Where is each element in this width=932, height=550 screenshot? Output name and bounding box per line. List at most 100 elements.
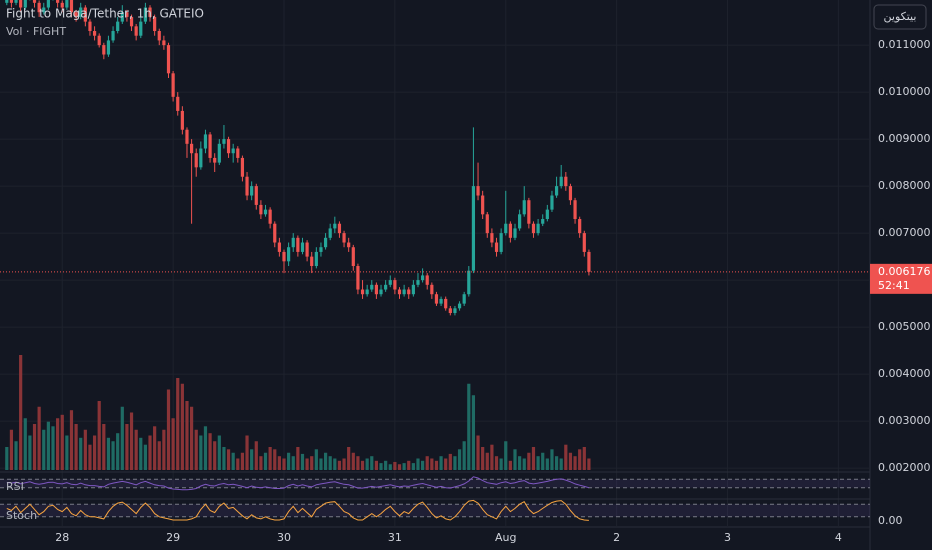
candle-body [393, 280, 397, 290]
volume-bar [513, 449, 517, 470]
volume-bar [28, 435, 32, 470]
volume-bar [23, 418, 27, 470]
volume-bar [51, 426, 55, 470]
volume-bar [518, 456, 522, 470]
button[interactable] [873, 4, 927, 30]
candle-body [323, 237, 328, 248]
volume-bar [226, 449, 231, 470]
candle-body [494, 242, 499, 252]
candle-body [56, 0, 60, 3]
volume-bar [65, 435, 69, 470]
candle-body [360, 289, 365, 295]
volume-bar [300, 453, 305, 470]
candle-body [268, 209, 272, 224]
volume-bar [448, 453, 452, 470]
candle-body [250, 186, 254, 196]
volume-bar [531, 447, 536, 470]
volume-bar [291, 456, 295, 470]
candle-body [490, 233, 494, 243]
candle-body [444, 298, 448, 309]
candle-body [425, 275, 429, 285]
candle-body [300, 242, 305, 252]
candle-body [153, 16, 157, 32]
candle-body [236, 148, 240, 158]
volume-bar [111, 441, 115, 470]
volume-bar [453, 456, 457, 470]
candle-body [462, 294, 466, 304]
candle-body [213, 157, 217, 163]
candle-body [125, 12, 129, 17]
candle-body [116, 21, 120, 32]
rsi-label: RSI [6, 480, 24, 493]
volume-bar [527, 452, 531, 470]
volume-bar [46, 421, 50, 470]
y-tick-label: 0.00 [878, 514, 903, 527]
volume-bar [550, 449, 554, 470]
volume-bar [554, 456, 559, 470]
volume-bar [559, 458, 563, 470]
volume-bar [5, 447, 9, 470]
candle-body [508, 223, 512, 238]
candle-body [310, 256, 314, 267]
y-tick-label: 0.004000 [878, 367, 931, 380]
candle-body [587, 251, 591, 272]
volume-bar [425, 456, 429, 470]
candle-body [83, 7, 87, 22]
volume-bar [203, 426, 208, 470]
candle-body [522, 200, 526, 215]
candle-body [467, 270, 471, 295]
button-label[interactable]: بیتکوین [884, 10, 917, 23]
candle-body [46, 0, 50, 8]
candle-body [226, 139, 231, 154]
rsi-line [6, 476, 590, 491]
volume-bar [485, 452, 489, 470]
volume-bar [370, 456, 374, 470]
volume-bar [434, 460, 439, 470]
volume-bar [356, 456, 360, 470]
candle-body [416, 280, 420, 285]
x-tick-label: 29 [166, 531, 180, 544]
volume-bar [522, 458, 526, 470]
volume-bar [268, 447, 272, 470]
volume-bar [287, 452, 291, 470]
candle-body [305, 242, 309, 257]
candle-body [384, 284, 388, 290]
volume-bar [213, 441, 217, 470]
volume-bar [180, 383, 184, 470]
candle-body [217, 143, 221, 163]
candle-body [287, 247, 291, 262]
volume-bar [171, 418, 175, 470]
volume-bar [397, 464, 402, 470]
volume-bar [296, 447, 300, 470]
volume-bar [467, 383, 471, 470]
volume-bar [462, 441, 466, 470]
candle-body [88, 21, 92, 32]
volume-bar [139, 437, 143, 470]
candle-body [439, 298, 443, 304]
candle-body [69, 0, 74, 13]
candle-body [536, 223, 540, 234]
volume-bar [143, 444, 147, 470]
volume-bar [439, 456, 443, 470]
candle-body [199, 148, 203, 168]
candle-body [5, 0, 9, 3]
x-tick-label: 4 [835, 531, 842, 544]
volume-bar [236, 458, 240, 470]
volume-bar [471, 395, 476, 470]
candle-body [23, 0, 27, 8]
volume-bar [231, 452, 235, 470]
candle-body [573, 200, 577, 220]
countdown-label: 52:41 [878, 279, 910, 292]
x-tick-label: 2 [613, 531, 620, 544]
volume-bar [162, 429, 166, 470]
candle-body [60, 2, 64, 8]
candle-body [421, 275, 425, 281]
volume-bar [499, 458, 503, 470]
candle-body [481, 195, 485, 215]
volume-bar [240, 452, 245, 470]
candle-body [554, 186, 559, 196]
candle-body [273, 223, 277, 243]
candle-body [157, 31, 161, 41]
volume-bar [120, 406, 124, 470]
candle-body [245, 176, 249, 196]
